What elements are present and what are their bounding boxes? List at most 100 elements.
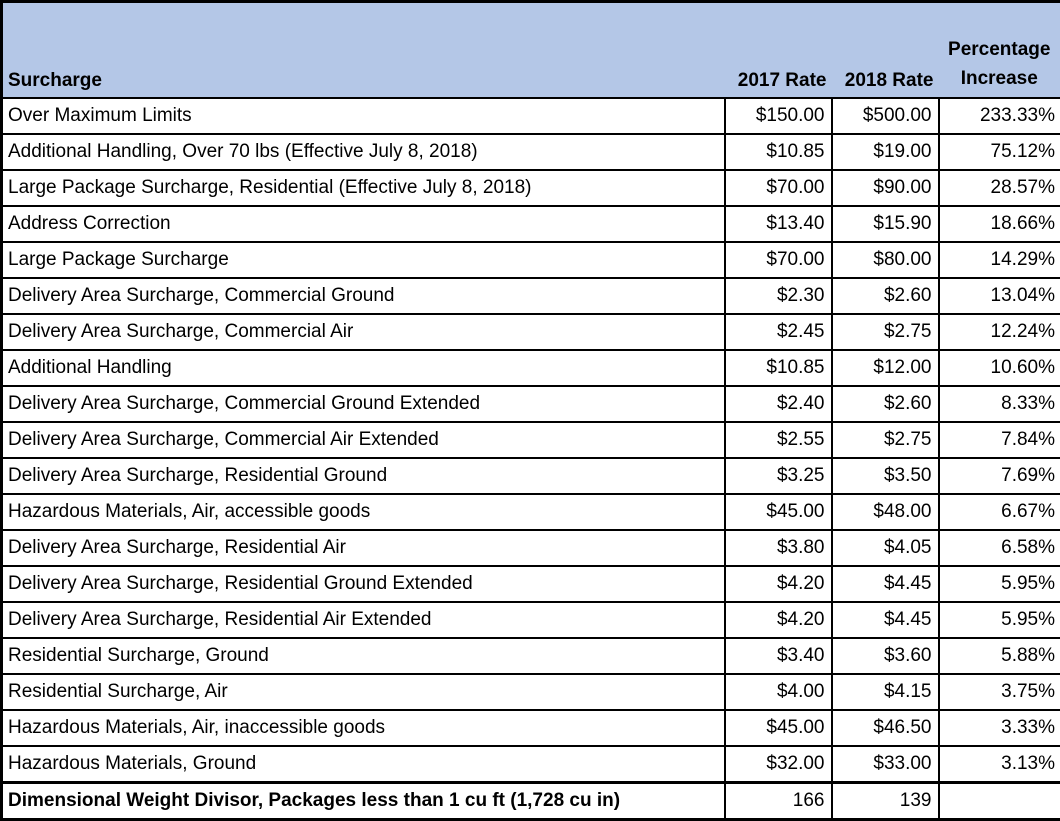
rate-2017-cell: $10.85	[725, 350, 832, 386]
rate-2018-cell: $2.60	[832, 386, 939, 422]
surcharge-cell: Delivery Area Surcharge, Commercial Grou…	[2, 386, 725, 422]
surcharge-cell: Additional Handling	[2, 350, 725, 386]
pct-increase-cell: 3.75%	[939, 674, 1060, 710]
col-header-2018-rate: 2018 Rate	[832, 2, 939, 98]
surcharge-cell: Large Package Surcharge	[2, 242, 725, 278]
pct-increase-cell: 5.95%	[939, 602, 1060, 638]
rate-2018-cell: $4.45	[832, 566, 939, 602]
rate-2017-cell: $70.00	[725, 170, 832, 206]
rate-2017-cell: $70.00	[725, 242, 832, 278]
rate-2018-cell: $4.15	[832, 674, 939, 710]
rate-2017-cell: $32.00	[725, 746, 832, 783]
table-row: Address Correction $13.40 $15.90 18.66%	[2, 206, 1060, 242]
table-row: Additional Handling $10.85 $12.00 10.60%	[2, 350, 1060, 386]
surcharge-cell: Delivery Area Surcharge, Residential Gro…	[2, 566, 725, 602]
rate-2018-cell: $80.00	[832, 242, 939, 278]
rate-2018-cell: $3.50	[832, 458, 939, 494]
table-body: Over Maximum Limits $150.00 $500.00 233.…	[2, 98, 1060, 820]
rate-2018-cell: $48.00	[832, 494, 939, 530]
table-row: Hazardous Materials, Ground $32.00 $33.0…	[2, 746, 1060, 783]
table-row: Large Package Surcharge, Residential (Ef…	[2, 170, 1060, 206]
table-row: Delivery Area Surcharge, Residential Gro…	[2, 458, 1060, 494]
pct-increase-cell: 5.95%	[939, 566, 1060, 602]
pct-increase-cell: 6.58%	[939, 530, 1060, 566]
rate-2018-cell: $2.75	[832, 314, 939, 350]
rate-2018-cell: $15.90	[832, 206, 939, 242]
table-row: Dimensional Weight Divisor, Packages les…	[2, 782, 1060, 819]
rate-2018-cell: $19.00	[832, 134, 939, 170]
rate-2018-cell: $4.45	[832, 602, 939, 638]
surcharge-cell: Delivery Area Surcharge, Residential Air…	[2, 602, 725, 638]
rate-2018-cell: $2.60	[832, 278, 939, 314]
rate-2018-cell: $33.00	[832, 746, 939, 783]
rate-2017-cell: $2.30	[725, 278, 832, 314]
pct-increase-cell	[939, 782, 1060, 819]
table-row: Hazardous Materials, Air, inaccessible g…	[2, 710, 1060, 746]
rate-2018-cell: $12.00	[832, 350, 939, 386]
percentage-header-line1: Percentage	[944, 35, 1056, 64]
rate-2017-cell: $3.25	[725, 458, 832, 494]
percentage-header-line2: Increase	[944, 64, 1056, 93]
rate-2018-cell: $500.00	[832, 98, 939, 134]
table-row: Delivery Area Surcharge, Commercial Air …	[2, 422, 1060, 458]
surcharge-cell: Hazardous Materials, Air, accessible goo…	[2, 494, 725, 530]
rate-2018-cell: $4.05	[832, 530, 939, 566]
surcharge-cell: Hazardous Materials, Ground	[2, 746, 725, 783]
rate-2017-cell: $4.20	[725, 602, 832, 638]
rate-2017-cell: $3.40	[725, 638, 832, 674]
surcharge-cell: Residential Surcharge, Ground	[2, 638, 725, 674]
col-header-surcharge: Surcharge	[2, 2, 725, 98]
table-row: Additional Handling, Over 70 lbs (Effect…	[2, 134, 1060, 170]
rate-2017-cell: $10.85	[725, 134, 832, 170]
surcharge-cell: Delivery Area Surcharge, Commercial Grou…	[2, 278, 725, 314]
pct-increase-cell: 13.04%	[939, 278, 1060, 314]
table-row: Residential Surcharge, Air $4.00 $4.15 3…	[2, 674, 1060, 710]
surcharge-cell: Delivery Area Surcharge, Commercial Air …	[2, 422, 725, 458]
rate-2018-cell: $90.00	[832, 170, 939, 206]
surcharge-cell: Dimensional Weight Divisor, Packages les…	[2, 782, 725, 819]
pct-increase-cell: 7.84%	[939, 422, 1060, 458]
pct-increase-cell: 75.12%	[939, 134, 1060, 170]
surcharge-cell: Additional Handling, Over 70 lbs (Effect…	[2, 134, 725, 170]
pct-increase-cell: 28.57%	[939, 170, 1060, 206]
table-row: Over Maximum Limits $150.00 $500.00 233.…	[2, 98, 1060, 134]
rate-2017-cell: $45.00	[725, 710, 832, 746]
table-row: Delivery Area Surcharge, Commercial Air …	[2, 314, 1060, 350]
surcharge-cell: Address Correction	[2, 206, 725, 242]
rate-2017-cell: $2.40	[725, 386, 832, 422]
pct-increase-cell: 5.88%	[939, 638, 1060, 674]
pct-increase-cell: 3.33%	[939, 710, 1060, 746]
surcharge-cell: Residential Surcharge, Air	[2, 674, 725, 710]
rate-2017-cell: $150.00	[725, 98, 832, 134]
table-row: Delivery Area Surcharge, Residential Air…	[2, 602, 1060, 638]
col-header-2017-rate: 2017 Rate	[725, 2, 832, 98]
pct-increase-cell: 14.29%	[939, 242, 1060, 278]
rate-2017-cell: $4.20	[725, 566, 832, 602]
surcharge-cell: Hazardous Materials, Air, inaccessible g…	[2, 710, 725, 746]
surcharge-cell: Delivery Area Surcharge, Residential Gro…	[2, 458, 725, 494]
pct-increase-cell: 233.33%	[939, 98, 1060, 134]
table-row: Hazardous Materials, Air, accessible goo…	[2, 494, 1060, 530]
table-row: Delivery Area Surcharge, Residential Gro…	[2, 566, 1060, 602]
table-row: Residential Surcharge, Ground $3.40 $3.6…	[2, 638, 1060, 674]
pct-increase-cell: 18.66%	[939, 206, 1060, 242]
pct-increase-cell: 3.13%	[939, 746, 1060, 783]
pct-increase-cell: 7.69%	[939, 458, 1060, 494]
col-header-percentage-increase: Percentage Increase	[939, 2, 1060, 98]
pct-increase-cell: 8.33%	[939, 386, 1060, 422]
rate-2017-cell: $2.55	[725, 422, 832, 458]
table-row: Delivery Area Surcharge, Residential Air…	[2, 530, 1060, 566]
surcharge-cell: Over Maximum Limits	[2, 98, 725, 134]
table-row: Delivery Area Surcharge, Commercial Grou…	[2, 386, 1060, 422]
surcharge-cell: Delivery Area Surcharge, Residential Air	[2, 530, 725, 566]
rate-2018-cell: $3.60	[832, 638, 939, 674]
header-row: Surcharge 2017 Rate 2018 Rate Percentage…	[2, 2, 1060, 98]
rate-2017-cell: 166	[725, 782, 832, 819]
rate-2017-cell: $3.80	[725, 530, 832, 566]
table-row: Delivery Area Surcharge, Commercial Grou…	[2, 278, 1060, 314]
rate-2018-cell: $2.75	[832, 422, 939, 458]
rate-2017-cell: $13.40	[725, 206, 832, 242]
pct-increase-cell: 12.24%	[939, 314, 1060, 350]
table-row: Large Package Surcharge $70.00 $80.00 14…	[2, 242, 1060, 278]
